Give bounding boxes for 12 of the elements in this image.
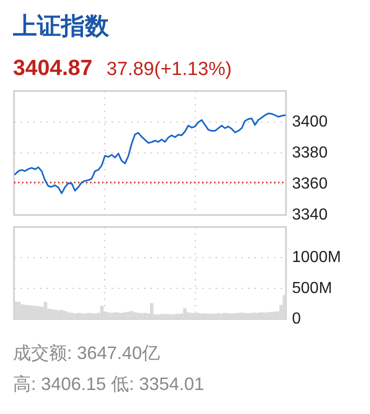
y-tick-label: 500M (292, 280, 332, 297)
y-tick-label: 3340 (292, 206, 328, 224)
y-tick-label: 3360 (292, 176, 328, 192)
y-tick-label: 3400 (292, 114, 328, 130)
chart-title: 上证指数 (12, 13, 110, 40)
y-tick-label: 3380 (292, 144, 328, 162)
text: 成交额: 3647.40亿 (13, 343, 160, 363)
chart-subtitle: 3404.87 (13, 55, 93, 80)
text: 高: 3406.15 低: 3354.01 (13, 374, 204, 394)
y-tick-label: 1000M (292, 249, 341, 266)
text: 37.89(+1.13%) (106, 59, 232, 80)
y-tick-label: 0 (292, 310, 301, 328)
